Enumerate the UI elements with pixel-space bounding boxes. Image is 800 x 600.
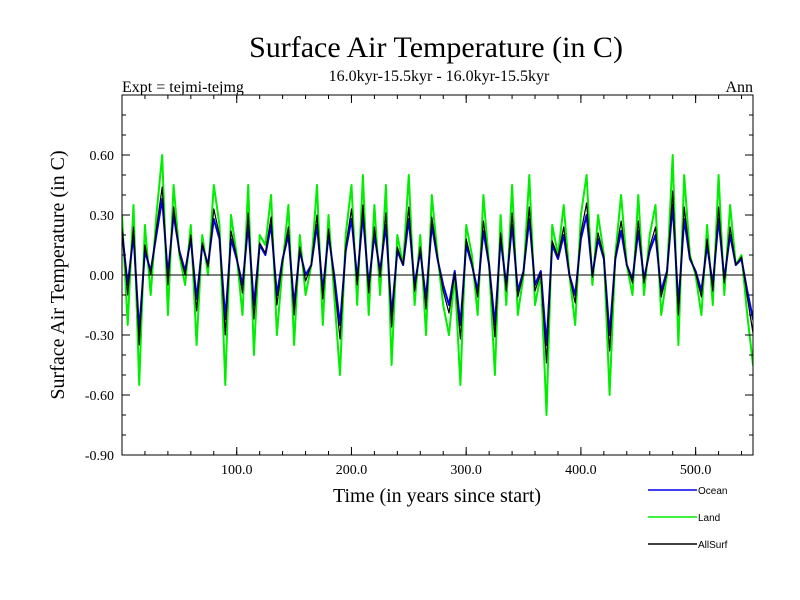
chart-subtitle: 16.0kyr-15.5kyr - 16.0kyr-15.5kyr [329,68,550,85]
x-tick-label: 500.0 [680,463,712,478]
y-tick-label: -0.30 [85,329,114,344]
axis-layer: -0.90 -0.60 -0.30 0.00 0.30 0.60 100.0 200.0 300… [85,94,753,478]
series-layer [122,154,753,416]
x-tick-label: 200.0 [336,463,368,478]
y-tick-label: -0.90 [85,449,114,464]
series-line-ocean [122,198,753,346]
x-tick-label: 400.0 [565,463,597,478]
season-label: Ann [725,79,753,96]
y-tick-label: 0.00 [90,269,115,284]
legend-label-ocean: Ocean [698,486,727,497]
series-line-allsurf [122,186,753,364]
x-tick-label: 300.0 [450,463,482,478]
series-line-land [122,154,753,416]
y-tick-label: 0.60 [90,149,115,164]
x-axis-label: Time (in years since start) [333,485,541,507]
chart-title: Surface Air Temperature (in C) [249,31,623,64]
y-tick-label: -0.60 [85,389,114,404]
x-tick-label: 100.0 [221,463,253,478]
experiment-label: Expt = tejmi-tejmg [122,79,244,96]
legend-label-allsurf: AllSurf [698,540,728,551]
y-tick-label: 0.30 [90,209,115,224]
legend: Ocean Land AllSurf [648,486,728,551]
y-axis-label: Surface Air Temperature (in C) [47,150,69,399]
legend-label-land: Land [698,513,720,524]
